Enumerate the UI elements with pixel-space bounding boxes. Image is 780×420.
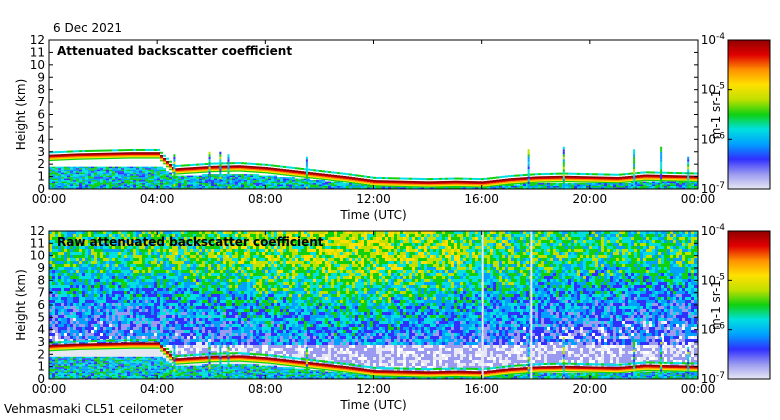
y-tick-label: 6 [37,298,45,312]
colorbar-tick-label: 10-4 [701,32,726,47]
exponent: -5 [716,82,725,92]
y-tick-label: 5 [37,120,45,134]
instrument-footer: Vehmasmaki CL51 ceilometer [4,402,183,416]
exponent: -6 [716,322,725,332]
y-tick-label: 0 [37,182,45,196]
x-tick-label: 04:00 [140,382,175,396]
y-tick-label: 2 [37,157,45,171]
colorbar-label: m-1 sr-1 [709,280,723,330]
y-tick-label: 4 [37,132,45,146]
x-tick-label: 04:00 [140,192,175,206]
x-tick-label: 08:00 [248,192,283,206]
colorbar-tick-label: 10-4 [701,223,726,238]
backscatter-field [49,231,698,379]
x-tick-label: 00:00 [32,192,67,206]
colorbar-tick-label: 10-7 [701,181,725,196]
y-axis-label: Height (km) [14,269,28,340]
exponent: -7 [716,181,725,191]
y-tick-label: 2 [37,347,45,361]
x-tick-label: 08:00 [248,382,283,396]
x-tick-label: 00:00 [32,382,67,396]
x-tick-label: 00:00 [681,382,716,396]
y-tick-label: 5 [37,310,45,324]
y-tick-label: 8 [37,273,45,287]
x-tick-label: 20:00 [573,192,608,206]
y-tick-label: 9 [37,70,45,84]
colorbar: 10-710-610-510-4m-1 sr-1 [701,32,771,196]
x-tick-label: 00:00 [681,192,716,206]
y-tick-label: 0 [37,372,45,386]
y-tick-label: 4 [37,323,45,337]
y-tick-label: 3 [37,335,45,349]
exponent: -4 [716,223,725,233]
x-tick-label: 16:00 [464,192,499,206]
y-axis-label: Height (km) [14,79,28,150]
exponent: -5 [716,272,725,282]
x-axis-label: Time (UTC) [339,398,406,412]
y-tick-label: 12 [30,224,45,238]
x-tick-label: 12:00 [356,192,391,206]
exponent: -7 [716,371,725,381]
y-tick-label: 7 [37,286,45,300]
exponent: -4 [716,32,725,42]
x-tick-label: 16:00 [464,382,499,396]
exponent: -6 [716,131,725,141]
panel-title: Raw attenuated backscatter coefficient [57,235,324,249]
y-tick-label: 7 [37,95,45,109]
colorbar-tick-label: 10-7 [701,371,725,386]
x-tick-label: 12:00 [356,382,391,396]
x-tick-label: 20:00 [573,382,608,396]
backscatter-field [49,146,698,189]
y-tick-label: 10 [30,58,45,72]
y-tick-label: 8 [37,83,45,97]
colorbar-label: m-1 sr-1 [709,90,723,140]
x-axis-label: Time (UTC) [339,208,406,222]
y-tick-label: 9 [37,261,45,275]
colorbar-scale [727,39,771,190]
y-tick-label: 1 [37,360,45,374]
date-label: 6 Dec 2021 [53,21,123,35]
y-tick-label: 10 [30,249,45,263]
panel-title: Attenuated backscatter coefficient [57,44,292,58]
colorbar-scale [727,230,771,380]
y-tick-label: 3 [37,145,45,159]
y-tick-label: 11 [30,45,45,59]
y-tick-label: 12 [30,33,45,47]
y-tick-label: 6 [37,108,45,122]
y-tick-label: 1 [37,170,45,184]
colorbar: 10-710-610-510-4m-1 sr-1 [701,223,771,386]
y-tick-label: 11 [30,236,45,250]
